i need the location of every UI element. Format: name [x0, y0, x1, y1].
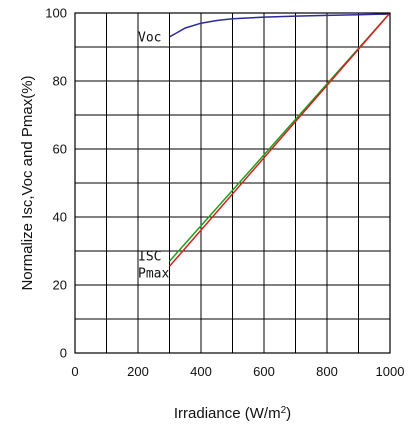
series-line-voc — [169, 13, 391, 38]
grid — [75, 13, 390, 353]
y-tick-label: 100 — [45, 6, 67, 21]
y-tick-labels: 0 20 40 60 80 100 — [45, 6, 67, 361]
x-tick-label: 1000 — [376, 364, 405, 379]
y-axis-label: Normalize Isc,Voc and Pmax(%) — [19, 75, 36, 290]
x-tick-label: 0 — [71, 364, 78, 379]
series-annotations: Voc ISC Pmax — [138, 30, 169, 281]
series-label-pmax: Pmax — [138, 267, 169, 282]
series-line-pmax — [168, 12, 391, 267]
x-axis-label-superscript: 2 — [281, 405, 287, 416]
plot-frame — [74, 12, 391, 354]
y-tick-label: 40 — [53, 210, 67, 225]
y-tick-label: 0 — [60, 346, 67, 361]
series-layer — [168, 12, 391, 267]
x-axis-label-main: Irradiance (W/m — [174, 405, 281, 422]
x-tick-label: 400 — [190, 364, 212, 379]
x-axis-label-tail: ) — [286, 405, 291, 422]
x-axis-label: Irradiance (W/m2) — [174, 405, 291, 423]
series-label-voc: Voc — [138, 30, 161, 45]
y-tick-label: 20 — [53, 278, 67, 293]
y-tick-label: 60 — [53, 142, 67, 157]
x-tick-labels: 0 200 400 600 800 1000 — [71, 364, 404, 379]
x-tick-label: 600 — [253, 364, 275, 379]
y-tick-label: 80 — [53, 74, 67, 89]
x-tick-label: 200 — [127, 364, 149, 379]
x-tick-label: 800 — [316, 364, 338, 379]
series-label-isc: ISC — [138, 250, 161, 265]
